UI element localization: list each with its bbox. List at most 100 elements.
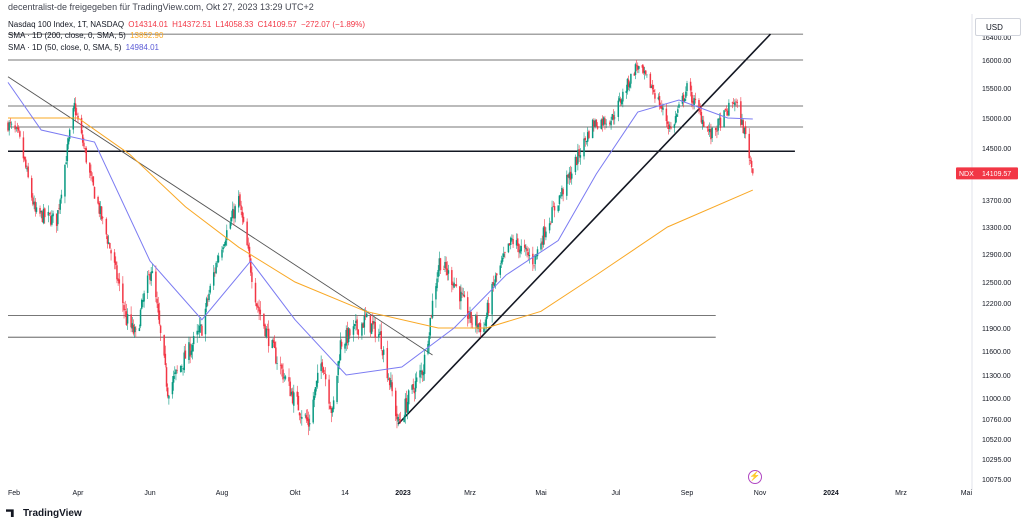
candle-199 [336, 375, 338, 405]
candle-379 [633, 71, 636, 76]
candle-49 [89, 162, 91, 179]
candle-354 [591, 118, 594, 139]
candle-371 [619, 96, 622, 107]
candle-398 [662, 103, 664, 116]
candle-8 [19, 130, 21, 139]
candle-215 [362, 322, 364, 329]
candle-5 [15, 126, 18, 132]
candle-339 [566, 170, 568, 200]
candle-55 [98, 200, 100, 218]
x-tick-2: Jun [144, 490, 155, 497]
price-tag-value: 14109.57 [982, 171, 1011, 178]
candle-256 [429, 317, 432, 340]
candle-385 [642, 64, 645, 75]
candle-211 [355, 314, 357, 331]
lightning-icon[interactable]: ⚡ [748, 470, 762, 484]
candle-413 [686, 80, 688, 96]
candle-399 [665, 103, 668, 128]
candle-35 [65, 155, 67, 165]
candle-96 [165, 363, 168, 392]
candle-337 [561, 185, 563, 200]
candle-342 [569, 165, 572, 183]
candle-390 [650, 84, 653, 89]
candle-145 [247, 237, 250, 251]
candle-369 [617, 96, 620, 122]
candle-151 [257, 301, 259, 313]
candle-198 [332, 396, 335, 413]
x-tick-1: Apr [73, 490, 85, 497]
candle-157 [266, 323, 269, 337]
candle-278 [463, 290, 466, 298]
candle-16 [33, 195, 35, 210]
candle-69 [122, 276, 124, 312]
candle-128 [217, 252, 220, 264]
candle-195 [329, 401, 331, 410]
candle-167 [283, 373, 285, 382]
candle-189 [320, 355, 322, 379]
candle-210 [353, 323, 356, 330]
candle-386 [643, 67, 646, 80]
candle-12 [26, 165, 28, 172]
candle-248 [415, 371, 418, 389]
candle-29 [55, 213, 58, 233]
candle-451 [750, 157, 753, 173]
candle-365 [610, 116, 612, 130]
candle-420 [699, 103, 701, 116]
candle-237 [398, 413, 401, 423]
candle-427 [710, 123, 712, 145]
candle-419 [698, 98, 700, 114]
y-tick-2: 15500.00 [982, 86, 1011, 93]
candle-227 [381, 350, 384, 360]
candle-9 [22, 131, 25, 163]
candle-340 [567, 173, 569, 184]
candle-366 [611, 113, 614, 121]
candle-1 [8, 120, 10, 136]
candle-358 [596, 122, 599, 130]
candle-384 [641, 63, 644, 74]
candle-193 [324, 367, 327, 387]
candle-143 [242, 212, 245, 224]
candle-290 [484, 319, 486, 332]
ohlc-change: −272.07 (−1.89%) [300, 20, 366, 29]
candle-7 [17, 125, 20, 133]
brand-name: TradingView [23, 508, 82, 519]
candle-165 [281, 363, 283, 377]
ohlc-open: O14314.01 [128, 20, 168, 29]
candle-289 [483, 322, 485, 333]
candle-234 [395, 387, 397, 422]
currency-selector[interactable]: USD [975, 18, 1021, 36]
candle-59 [105, 217, 108, 239]
candle-40 [73, 98, 76, 112]
candle-66 [116, 261, 118, 284]
candle-235 [396, 405, 398, 429]
candle-353 [588, 129, 590, 140]
candle-370 [618, 92, 621, 102]
candle-332 [552, 201, 555, 208]
candle-313 [520, 239, 522, 255]
candle-307 [511, 234, 513, 242]
candle-86 [149, 272, 151, 285]
candle-76 [132, 319, 135, 336]
candle-124 [212, 265, 215, 291]
x-tick-4: Okt [290, 490, 301, 497]
candle-266 [445, 256, 447, 276]
candle-363 [605, 119, 607, 129]
candle-406 [675, 113, 678, 123]
candle-148 [251, 266, 253, 289]
candle-30 [57, 209, 59, 231]
candle-316 [526, 245, 528, 258]
candle-431 [717, 118, 719, 135]
candle-38 [68, 128, 71, 142]
ohlc-high: H14372.51 [172, 20, 212, 29]
candle-302 [503, 246, 505, 259]
candle-226 [380, 322, 382, 351]
candle-94 [163, 334, 165, 358]
candle-79 [138, 324, 141, 332]
candle-445 [741, 113, 743, 126]
candle-80 [139, 308, 142, 329]
candle-250 [420, 362, 422, 379]
candle-31 [58, 204, 60, 214]
candle-64 [113, 249, 116, 270]
candle-338 [562, 187, 564, 202]
